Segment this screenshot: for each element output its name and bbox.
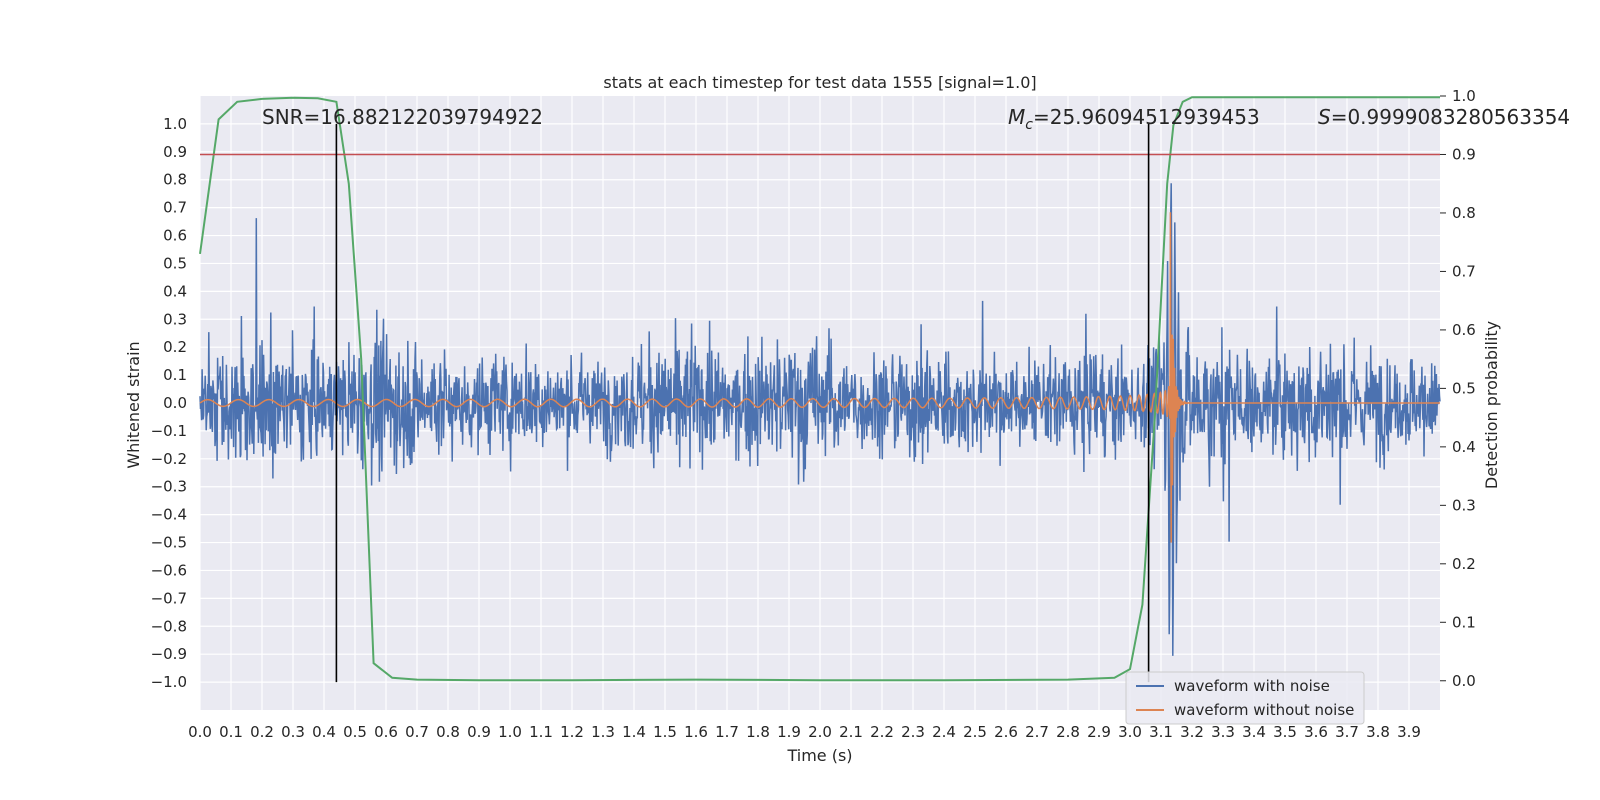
- x-tick-label: 2.9: [1087, 723, 1111, 741]
- reference-lines: [200, 123, 1440, 683]
- y-tick-label: −0.3: [151, 478, 187, 496]
- x-tick-label: 3.7: [1335, 723, 1359, 741]
- x-axis-label: Time (s): [786, 746, 852, 765]
- y-tick-label: −1.0: [151, 673, 187, 691]
- y-axis-label: Whitened strain: [124, 341, 143, 468]
- y-tick-labels: 1.0 0.9 0.8 0.7 0.6 0.5 0.4 0.3 0.2 0.1 0.0 −0.1 −0.…: [151, 115, 187, 691]
- y-tick-label: −0.2: [151, 450, 187, 468]
- chart-title: stats at each timestep for test data 155…: [603, 73, 1036, 92]
- x-tick-label: 3.4: [1242, 723, 1266, 741]
- x-tick-label: 0.2: [250, 723, 274, 741]
- x-tick-label: 3.6: [1304, 723, 1328, 741]
- x-tick-label: 1.5: [653, 723, 677, 741]
- y-right-tick-label: 0.0: [1452, 672, 1476, 690]
- y-tick-label: −0.4: [151, 506, 187, 524]
- y-tick-label: 0.8: [163, 171, 187, 189]
- s-value: =0.9999083280563354: [1331, 105, 1570, 129]
- x-tick-label: 3.3: [1211, 723, 1235, 741]
- series-waveform-with-noise: [199, 183, 1441, 656]
- legend-box: [1125, 671, 1365, 725]
- x-tick-label: 1.6: [684, 723, 708, 741]
- y-tick-label: 0.6: [163, 227, 187, 245]
- x-tick-label: 3.5: [1273, 723, 1297, 741]
- y-right-tick-label: 0.5: [1452, 379, 1476, 397]
- x-tick-label: 2.6: [994, 723, 1018, 741]
- x-tick-label: 2.8: [1056, 723, 1080, 741]
- y-tick-label: −0.8: [151, 617, 187, 635]
- x-tick-label: 3.9: [1397, 723, 1421, 741]
- x-tick-label: 0.4: [312, 723, 336, 741]
- x-tick-label: 0.1: [219, 723, 243, 741]
- y-right-tick-labels: 1.0 0.9 0.8 0.7 0.6 0.5 0.4 0.3 0.2 0.1 0.0: [1440, 87, 1476, 690]
- x-tick-label: 0.6: [374, 723, 398, 741]
- legend-label-noise: waveform with noise: [1174, 677, 1330, 695]
- score-annotation: S=0.9999083280563354: [1318, 105, 1570, 129]
- y-right-tick-label: 0.9: [1452, 145, 1476, 163]
- series-waveform-without-noise: [199, 212, 1440, 543]
- y-tick-label: 0.3: [163, 310, 187, 328]
- y-tick-label: 0.5: [163, 254, 187, 272]
- y-right-tick-label: 0.4: [1452, 438, 1476, 456]
- x-tick-label: 3.2: [1180, 723, 1204, 741]
- noise-waveform-line: [199, 183, 1441, 656]
- y-right-tick-label: 0.2: [1452, 555, 1476, 573]
- y-right-tick-label: 0.1: [1452, 613, 1476, 631]
- y-tick-label: 0.0: [163, 394, 187, 412]
- x-tick-label: 1.7: [715, 723, 739, 741]
- chirp-mass-annotation: Mc=25.96094512939453: [1008, 105, 1260, 133]
- y-tick-label: −0.5: [151, 534, 187, 552]
- x-tick-label: 1.2: [560, 723, 584, 741]
- x-tick-label: 2.2: [870, 723, 894, 741]
- x-tick-label: 1.4: [622, 723, 646, 741]
- x-tick-label: 0.7: [405, 723, 429, 741]
- clean-waveform-line: [199, 212, 1440, 543]
- probability-line: [199, 96, 1440, 682]
- x-tick-label: 1.0: [498, 723, 522, 741]
- x-tick-label: 2.3: [901, 723, 925, 741]
- mc-subscript: c: [1025, 117, 1033, 133]
- x-tick-label: 1.9: [777, 723, 801, 741]
- x-tick-label: 2.5: [963, 723, 987, 741]
- y-tick-label: 1.0: [163, 115, 187, 133]
- y-right-tick-label: 0.8: [1452, 204, 1476, 222]
- x-tick-label: 2.7: [1025, 723, 1049, 741]
- x-tick-label: 2.4: [932, 723, 956, 741]
- x-tick-label: 1.8: [746, 723, 770, 741]
- snr-annotation: SNR=16.882122039794922: [262, 105, 543, 129]
- x-tick-labels: 0.0 0.1 0.2 0.3 0.4 0.5 0.6 0.7 0.8 0.9 1.0 1.1 1.2 1…: [188, 723, 1421, 741]
- y-tick-label: −0.7: [151, 589, 187, 607]
- y-tick-label: −0.9: [151, 645, 187, 663]
- x-tick-label: 0.5: [343, 723, 367, 741]
- x-tick-label: 2.1: [839, 723, 863, 741]
- x-tick-label: 1.1: [529, 723, 553, 741]
- y-tick-label: −0.1: [151, 422, 187, 440]
- y-tick-label: 0.9: [163, 143, 187, 161]
- y-right-tick-label: 0.3: [1452, 496, 1476, 514]
- s-symbol: S: [1318, 105, 1331, 129]
- x-tick-label: 3.8: [1366, 723, 1390, 741]
- legend-label-clean: waveform without noise: [1174, 701, 1354, 719]
- y-right-tick-label: 1.0: [1452, 87, 1476, 105]
- x-tick-label: 3.0: [1118, 723, 1142, 741]
- y-tick-label: 0.7: [163, 199, 187, 217]
- x-tick-label: 1.3: [591, 723, 615, 741]
- y-tick-label: 0.2: [163, 338, 187, 356]
- x-tick-label: 0.9: [467, 723, 491, 741]
- y-tick-label: 0.1: [163, 366, 187, 384]
- x-tick-label: 3.1: [1149, 723, 1173, 741]
- y-right-tick-label: 0.7: [1452, 262, 1476, 280]
- y-right-tick-label: 0.6: [1452, 321, 1476, 339]
- mc-symbol: M: [1008, 105, 1025, 129]
- y-tick-label: 0.4: [163, 282, 187, 300]
- y-tick-label: −0.6: [151, 561, 187, 579]
- y-right-axis-label: Detection probability: [1482, 321, 1501, 489]
- series-detection-probability: [199, 96, 1440, 682]
- x-tick-label: 0.0: [188, 723, 212, 741]
- legend: waveform with noise waveform without noi…: [1125, 671, 1365, 725]
- x-tick-label: 0.8: [436, 723, 460, 741]
- mc-value: =25.96094512939453: [1033, 105, 1260, 129]
- x-tick-label: 2.0: [808, 723, 832, 741]
- x-tick-label: 0.3: [281, 723, 305, 741]
